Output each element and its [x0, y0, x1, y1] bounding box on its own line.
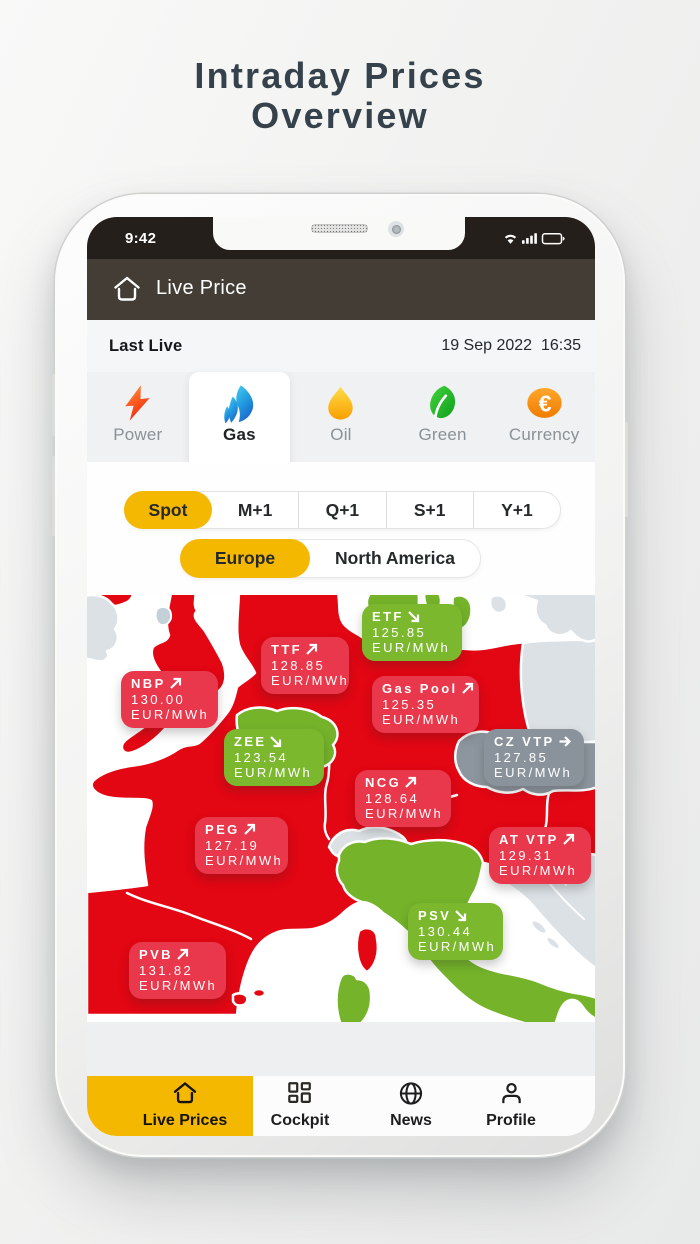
svg-text:€: €: [538, 390, 551, 416]
